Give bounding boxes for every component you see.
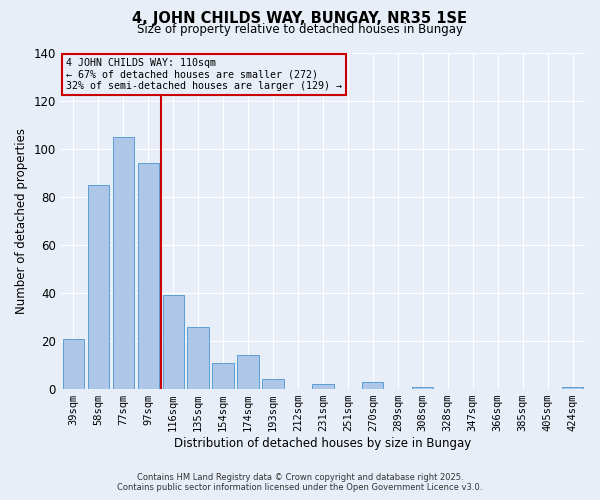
Bar <box>62 338 84 389</box>
Bar <box>562 386 583 389</box>
Bar <box>238 356 259 389</box>
Text: Size of property relative to detached houses in Bungay: Size of property relative to detached ho… <box>137 22 463 36</box>
Bar <box>137 163 159 389</box>
Bar <box>262 380 284 389</box>
Bar <box>113 136 134 389</box>
Bar <box>212 362 233 389</box>
Bar <box>88 184 109 389</box>
Text: 4, JOHN CHILDS WAY, BUNGAY, NR35 1SE: 4, JOHN CHILDS WAY, BUNGAY, NR35 1SE <box>133 11 467 26</box>
Bar <box>362 382 383 389</box>
Text: 4 JOHN CHILDS WAY: 110sqm
← 67% of detached houses are smaller (272)
32% of semi: 4 JOHN CHILDS WAY: 110sqm ← 67% of detac… <box>66 58 342 90</box>
Text: Contains HM Land Registry data © Crown copyright and database right 2025.
Contai: Contains HM Land Registry data © Crown c… <box>118 473 482 492</box>
Bar <box>412 386 433 389</box>
Bar <box>163 296 184 389</box>
Bar <box>187 326 209 389</box>
Y-axis label: Number of detached properties: Number of detached properties <box>15 128 28 314</box>
Bar <box>312 384 334 389</box>
X-axis label: Distribution of detached houses by size in Bungay: Distribution of detached houses by size … <box>174 437 472 450</box>
